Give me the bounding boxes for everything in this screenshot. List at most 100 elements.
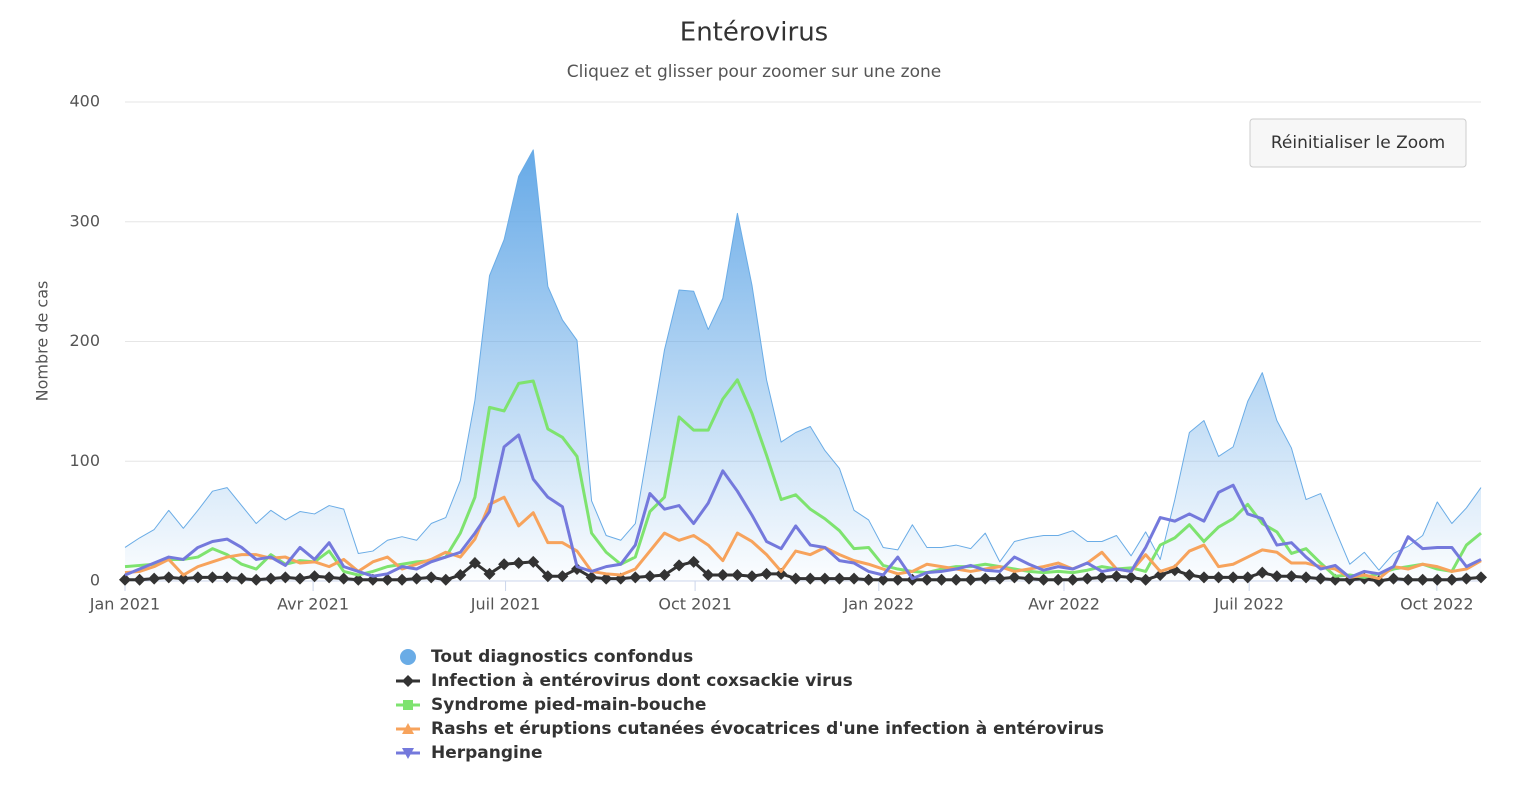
marker xyxy=(1402,573,1415,586)
marker xyxy=(323,571,336,584)
marker xyxy=(760,567,773,580)
marker xyxy=(1052,573,1065,586)
marker xyxy=(308,570,321,583)
y-axis-title: Nombre de cas xyxy=(33,281,52,402)
marker xyxy=(891,573,904,586)
button-label[interactable]: Réinitialiser le Zoom xyxy=(1271,133,1445,153)
x-tick-label: Avr 2021 xyxy=(277,595,349,614)
legend-symbol xyxy=(403,700,413,710)
legend-symbol xyxy=(402,723,414,734)
marker xyxy=(1445,573,1458,586)
marker xyxy=(935,573,948,586)
marker xyxy=(541,570,554,583)
marker xyxy=(993,572,1006,585)
marker xyxy=(1241,571,1254,584)
marker xyxy=(979,572,992,585)
legend-label: Rashs et éruptions cutanées évocatrices … xyxy=(431,719,1104,739)
marker xyxy=(162,571,175,584)
y-tick-label: 0 xyxy=(90,571,100,590)
series-line xyxy=(124,433,1482,581)
series-line xyxy=(124,149,1482,571)
marker xyxy=(1431,573,1444,586)
chart-title: Entérovirus xyxy=(680,18,828,48)
legend: Tout diagnostics confondus Infection à en… xyxy=(396,647,1104,763)
marker xyxy=(337,572,350,585)
x-tick-label: Jan 2022 xyxy=(843,595,914,614)
marker xyxy=(439,573,452,586)
marker xyxy=(396,573,409,586)
marker xyxy=(789,572,802,585)
marker xyxy=(352,573,365,586)
marker xyxy=(950,573,963,586)
marker xyxy=(235,572,248,585)
marker xyxy=(119,573,131,586)
marker xyxy=(600,572,613,585)
marker xyxy=(1212,571,1225,584)
legend-label: Tout diagnostics confondus xyxy=(431,647,693,667)
y-tick-label: 100 xyxy=(69,451,100,470)
marker xyxy=(221,571,234,584)
marker xyxy=(1416,573,1429,586)
button-frame[interactable] xyxy=(1249,118,1467,168)
marker xyxy=(1095,571,1108,584)
marker xyxy=(177,572,190,585)
marker xyxy=(250,573,263,586)
legend-symbol xyxy=(402,748,414,759)
legend-label: Herpangine xyxy=(431,743,543,763)
marker xyxy=(1475,571,1487,584)
marker xyxy=(585,571,598,584)
marker xyxy=(643,570,656,583)
y-tick-label: 400 xyxy=(69,92,100,111)
marker xyxy=(629,571,642,584)
x-tick-label: Oct 2022 xyxy=(1400,595,1473,614)
marker xyxy=(964,573,977,586)
marker xyxy=(1139,573,1152,586)
x-tick-label: Jan 2021 xyxy=(89,595,160,614)
marker xyxy=(1314,572,1327,585)
series-line xyxy=(125,560,1482,583)
marker xyxy=(1270,570,1283,583)
marker xyxy=(673,559,686,572)
marker xyxy=(920,573,933,586)
series-line xyxy=(124,378,1482,579)
chart-subtitle: Cliquez et glisser pour zoomer sur une z… xyxy=(567,62,942,82)
marker xyxy=(1008,571,1021,584)
marker xyxy=(1285,570,1298,583)
marker xyxy=(206,571,219,584)
legend-symbol xyxy=(402,675,414,687)
legend-label: Syndrome pied-main-bouche xyxy=(431,695,706,715)
reset-zoom-button[interactable]: Réinitialiser le Zoom xyxy=(1249,118,1467,168)
marker xyxy=(264,572,277,585)
marker xyxy=(1387,572,1400,585)
marker xyxy=(1023,572,1035,585)
marker xyxy=(381,573,394,586)
marker xyxy=(862,573,875,586)
y-tick-label: 200 xyxy=(69,331,100,350)
marker xyxy=(148,572,161,585)
legend-label: Infection à entérovirus dont coxsackie v… xyxy=(431,671,853,691)
marker xyxy=(571,563,583,576)
marker xyxy=(191,571,204,584)
legend-symbol xyxy=(400,649,416,665)
marker xyxy=(848,572,861,585)
marker xyxy=(483,567,496,580)
marker xyxy=(1081,572,1094,585)
marker xyxy=(293,572,306,585)
series-line xyxy=(124,495,1482,581)
marker xyxy=(425,571,438,584)
marker xyxy=(1227,571,1240,584)
marker xyxy=(454,569,467,582)
marker xyxy=(1197,571,1210,584)
marker xyxy=(468,557,481,570)
marker xyxy=(1183,569,1196,582)
marker xyxy=(1110,570,1123,583)
marker xyxy=(687,555,700,568)
marker xyxy=(527,555,540,568)
marker xyxy=(279,571,292,584)
marker xyxy=(745,570,758,583)
area-fill xyxy=(125,149,1481,581)
marker xyxy=(775,567,788,580)
marker xyxy=(1066,573,1079,586)
marker xyxy=(658,569,671,582)
